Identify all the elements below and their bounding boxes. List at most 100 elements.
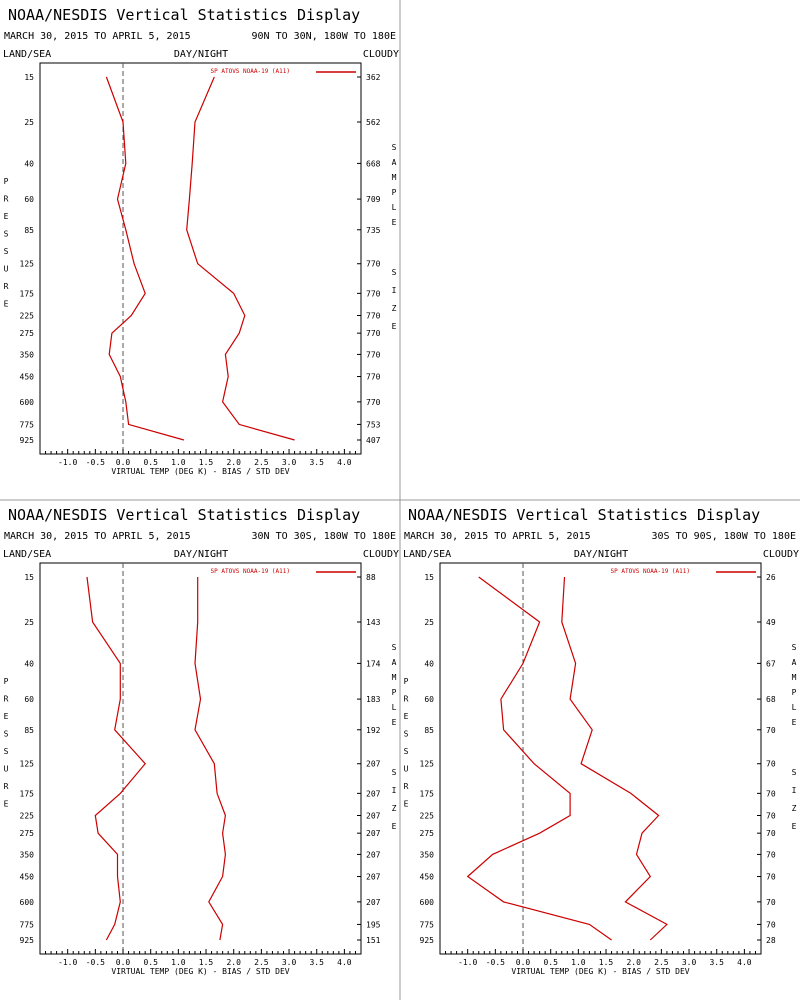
sample-size-label: 67 xyxy=(766,659,776,668)
size-label-letter: Z xyxy=(792,804,797,813)
sample-label-letter: P xyxy=(392,188,397,197)
day-night-label: DAY/NIGHT xyxy=(174,549,228,560)
panel-title: NOAA/NESDIS Vertical Statistics Display xyxy=(8,506,360,524)
date-range: MARCH 30, 2015 TO APRIL 5, 2015 xyxy=(4,31,191,42)
x-tick-label: -1.0 xyxy=(458,958,477,967)
x-tick-label: -0.5 xyxy=(86,958,105,967)
pressure-label-letter: P xyxy=(404,677,409,686)
x-axis-title: VIRTUAL TEMP (DEG K) - BIAS / STD DEV xyxy=(111,467,289,476)
pressure-label-letter: S xyxy=(4,230,9,239)
sample-label-letter: S xyxy=(392,143,397,152)
cloudy-label: CLOUDY xyxy=(363,549,399,560)
pressure-label-letter: E xyxy=(404,800,409,809)
sample-size-label: 753 xyxy=(366,420,381,429)
sample-size-label: 195 xyxy=(366,920,381,929)
bias-series-line xyxy=(466,576,612,941)
x-tick-label: 1.5 xyxy=(199,458,214,467)
sample-size-label: 26 xyxy=(766,573,776,582)
pressure-level-label: 175 xyxy=(20,789,35,798)
pressure-label-letter: E xyxy=(4,300,9,309)
date-range: MARCH 30, 2015 TO APRIL 5, 2015 xyxy=(404,531,591,542)
x-tick-label: 0.5 xyxy=(143,958,158,967)
pressure-label-letter: U xyxy=(4,265,9,274)
pressure-level-label: 275 xyxy=(20,329,35,338)
pressure-label-letter: E xyxy=(404,712,409,721)
sample-size-label: 88 xyxy=(366,573,376,582)
sample-label-letter: E xyxy=(392,218,397,227)
sample-size-label: 70 xyxy=(766,811,776,820)
pressure-level-label: 25 xyxy=(24,118,34,127)
pressure-level-label: 40 xyxy=(24,159,34,168)
sample-size-label: 70 xyxy=(766,920,776,929)
pressure-level-label: 60 xyxy=(24,195,34,204)
sample-size-label: 28 xyxy=(766,936,776,945)
sample-size-label: 770 xyxy=(366,289,381,298)
x-tick-label: 3.5 xyxy=(309,458,324,467)
size-label-letter: S xyxy=(392,768,397,777)
pressure-level-label: 125 xyxy=(420,760,435,769)
x-tick-label: -0.5 xyxy=(486,958,505,967)
sample-size-label: 174 xyxy=(366,659,381,668)
pressure-level-label: 225 xyxy=(420,811,435,820)
pressure-label-letter: R xyxy=(4,282,9,291)
size-label-letter: E xyxy=(392,322,397,331)
sample-label-letter: E xyxy=(792,718,797,727)
region: 90N TO 30N, 180W TO 180E xyxy=(252,31,397,42)
sample-size-label: 362 xyxy=(366,73,381,82)
sample-size-label: 709 xyxy=(366,195,381,204)
pressure-label-letter: S xyxy=(404,730,409,739)
sample-label-letter: A xyxy=(392,658,397,667)
sample-size-label: 143 xyxy=(366,618,381,627)
sample-size-label: 770 xyxy=(366,329,381,338)
sample-size-label: 668 xyxy=(366,159,381,168)
pressure-level-label: 85 xyxy=(24,226,34,235)
pressure-label-letter: U xyxy=(4,765,9,774)
pressure-level-label: 85 xyxy=(424,726,434,735)
x-tick-label: -1.0 xyxy=(58,958,77,967)
pressure-level-label: 85 xyxy=(24,726,34,735)
legend-label: SP ATOVS NOAA-19 (A11) xyxy=(211,68,290,75)
sample-size-label: 735 xyxy=(366,226,381,235)
x-tick-label: 4.0 xyxy=(337,458,352,467)
pressure-label-letter: R xyxy=(4,782,9,791)
pressure-label-letter: S xyxy=(4,747,9,756)
region: 30N TO 30S, 180W TO 180E xyxy=(252,531,397,542)
sample-size-label: 770 xyxy=(366,398,381,407)
legend-label: SP ATOVS NOAA-19 (A11) xyxy=(211,568,290,575)
x-tick-label: 0.0 xyxy=(116,458,131,467)
pressure-label-letter: R xyxy=(404,782,409,791)
pressure-level-label: 15 xyxy=(24,73,34,82)
sample-label-letter: L xyxy=(392,703,397,712)
sample-size-label: 770 xyxy=(366,311,381,320)
land-sea-label: LAND/SEA xyxy=(403,549,451,560)
std-dev-series-line xyxy=(194,577,227,941)
sample-size-label: 70 xyxy=(766,789,776,798)
sample-label-letter: M xyxy=(792,673,797,682)
size-label-letter: I xyxy=(392,786,397,795)
x-tick-label: 3.0 xyxy=(682,958,697,967)
pressure-label-letter: E xyxy=(4,212,9,221)
pressure-level-label: 450 xyxy=(20,373,35,382)
pressure-level-label: 225 xyxy=(20,811,35,820)
pressure-label-letter: E xyxy=(4,712,9,721)
x-tick-label: 1.5 xyxy=(599,958,614,967)
land-sea-label: LAND/SEA xyxy=(3,549,51,560)
pressure-level-label: 600 xyxy=(420,898,435,907)
pressure-level-label: 775 xyxy=(420,920,435,929)
pressure-label-letter: S xyxy=(404,747,409,756)
pressure-label-letter: S xyxy=(4,730,9,739)
sample-size-label: 70 xyxy=(766,898,776,907)
x-tick-label: 0.0 xyxy=(516,958,531,967)
pressure-level-label: 15 xyxy=(24,573,34,582)
x-tick-label: 0.0 xyxy=(116,958,131,967)
sample-label-letter: A xyxy=(792,658,797,667)
sample-label-letter: L xyxy=(392,203,397,212)
pressure-label-letter: R xyxy=(4,195,9,204)
pressure-level-label: 275 xyxy=(420,829,435,838)
pressure-level-label: 125 xyxy=(20,260,35,269)
sample-size-label: 68 xyxy=(766,695,776,704)
sample-size-label: 70 xyxy=(766,829,776,838)
pressure-level-label: 450 xyxy=(20,873,35,882)
x-tick-label: 1.0 xyxy=(171,958,186,967)
x-tick-label: 2.5 xyxy=(254,458,269,467)
